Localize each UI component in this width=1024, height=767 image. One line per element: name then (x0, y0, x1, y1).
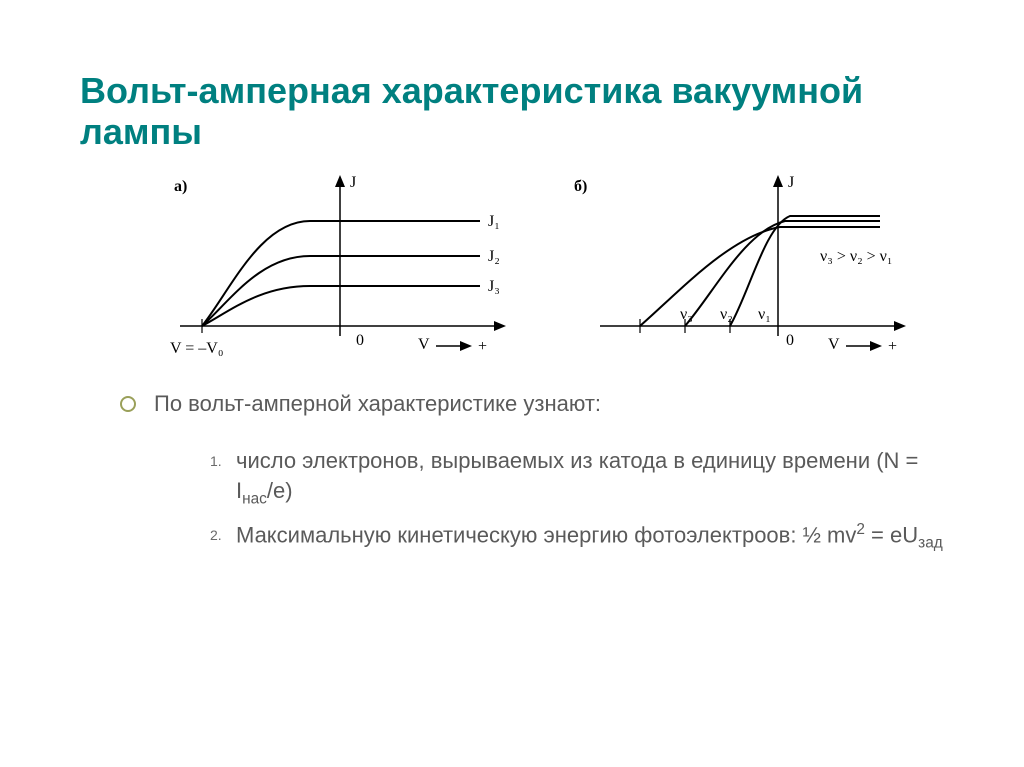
list-item: 2.Максимальную кинетическую энергию фото… (210, 520, 964, 555)
chart-b-relation: ν₃ > ν₂ > ν₁ (820, 248, 892, 265)
chart-a-origin: 0 (356, 332, 364, 349)
chart-b-curve (730, 216, 880, 326)
bullet-level1: По вольт-амперной характеристике узнают: (120, 389, 964, 419)
list-text: число электронов, вырываемых из катода в… (236, 446, 964, 510)
chart-b-origin: 0 (786, 332, 794, 349)
chart-a: а) J 0 V + V = –V₀ J₁ J₂ J₃ (160, 171, 530, 361)
list-number: 1. (210, 446, 236, 471)
chart-a-y-label: J (350, 174, 356, 191)
chart-b-curve (685, 221, 880, 326)
chart-b-panel-label: б) (574, 178, 587, 195)
chart-a-curve-label: J₃ (488, 278, 500, 295)
chart-b-curve-label: ν₂ (720, 306, 733, 323)
list-item: 1.число электронов, вырываемых из катода… (210, 446, 964, 510)
chart-a-plus: + (478, 338, 487, 355)
chart-a-curve (202, 286, 480, 326)
list-number: 2. (210, 520, 236, 545)
chart-b-curve-label: ν₁ (758, 306, 771, 323)
chart-a-x-label: V (418, 336, 430, 353)
slide: Вольт-амперная характеристика вакуумной … (0, 0, 1024, 767)
chart-b-y-arrow (773, 175, 783, 187)
slide-title: Вольт-амперная характеристика вакуумной … (80, 70, 964, 153)
figure-row: а) J 0 V + V = –V₀ J₁ J₂ J₃ (160, 171, 964, 361)
chart-b: б) J 0 V + ν₃ > ν₂ > ν₁ ν₁ ν₂ ν₃ (560, 171, 930, 361)
chart-b-curves: ν₁ ν₂ ν₃ (640, 216, 880, 326)
chart-b-x-arrow (894, 321, 906, 331)
chart-b-x-dir-arrow (870, 341, 882, 351)
body-text: По вольт-амперной характеристике узнают:… (120, 389, 964, 555)
chart-b-y-label: J (788, 174, 794, 191)
numbered-list: 1.число электронов, вырываемых из катода… (210, 446, 964, 554)
chart-a-curve-label: J₂ (488, 248, 500, 265)
bullet-icon (120, 396, 136, 412)
chart-a-curve-label: J₁ (488, 213, 500, 230)
chart-a-x-dir-arrow (460, 341, 472, 351)
chart-b-curve-label: ν₃ (680, 306, 693, 323)
chart-b-x-label: V (828, 336, 840, 353)
chart-a-v0-label: V = –V₀ (170, 340, 223, 357)
chart-a-curves: J₁ J₂ J₃ (202, 213, 500, 326)
chart-a-panel-label: а) (174, 178, 187, 195)
chart-a-y-arrow (335, 175, 345, 187)
chart-a-curve (202, 221, 480, 326)
chart-b-plus: + (888, 338, 897, 355)
chart-a-x-arrow (494, 321, 506, 331)
intro-text: По вольт-амперной характеристике узнают: (154, 389, 601, 419)
list-text: Максимальную кинетическую энергию фотоэл… (236, 520, 943, 555)
